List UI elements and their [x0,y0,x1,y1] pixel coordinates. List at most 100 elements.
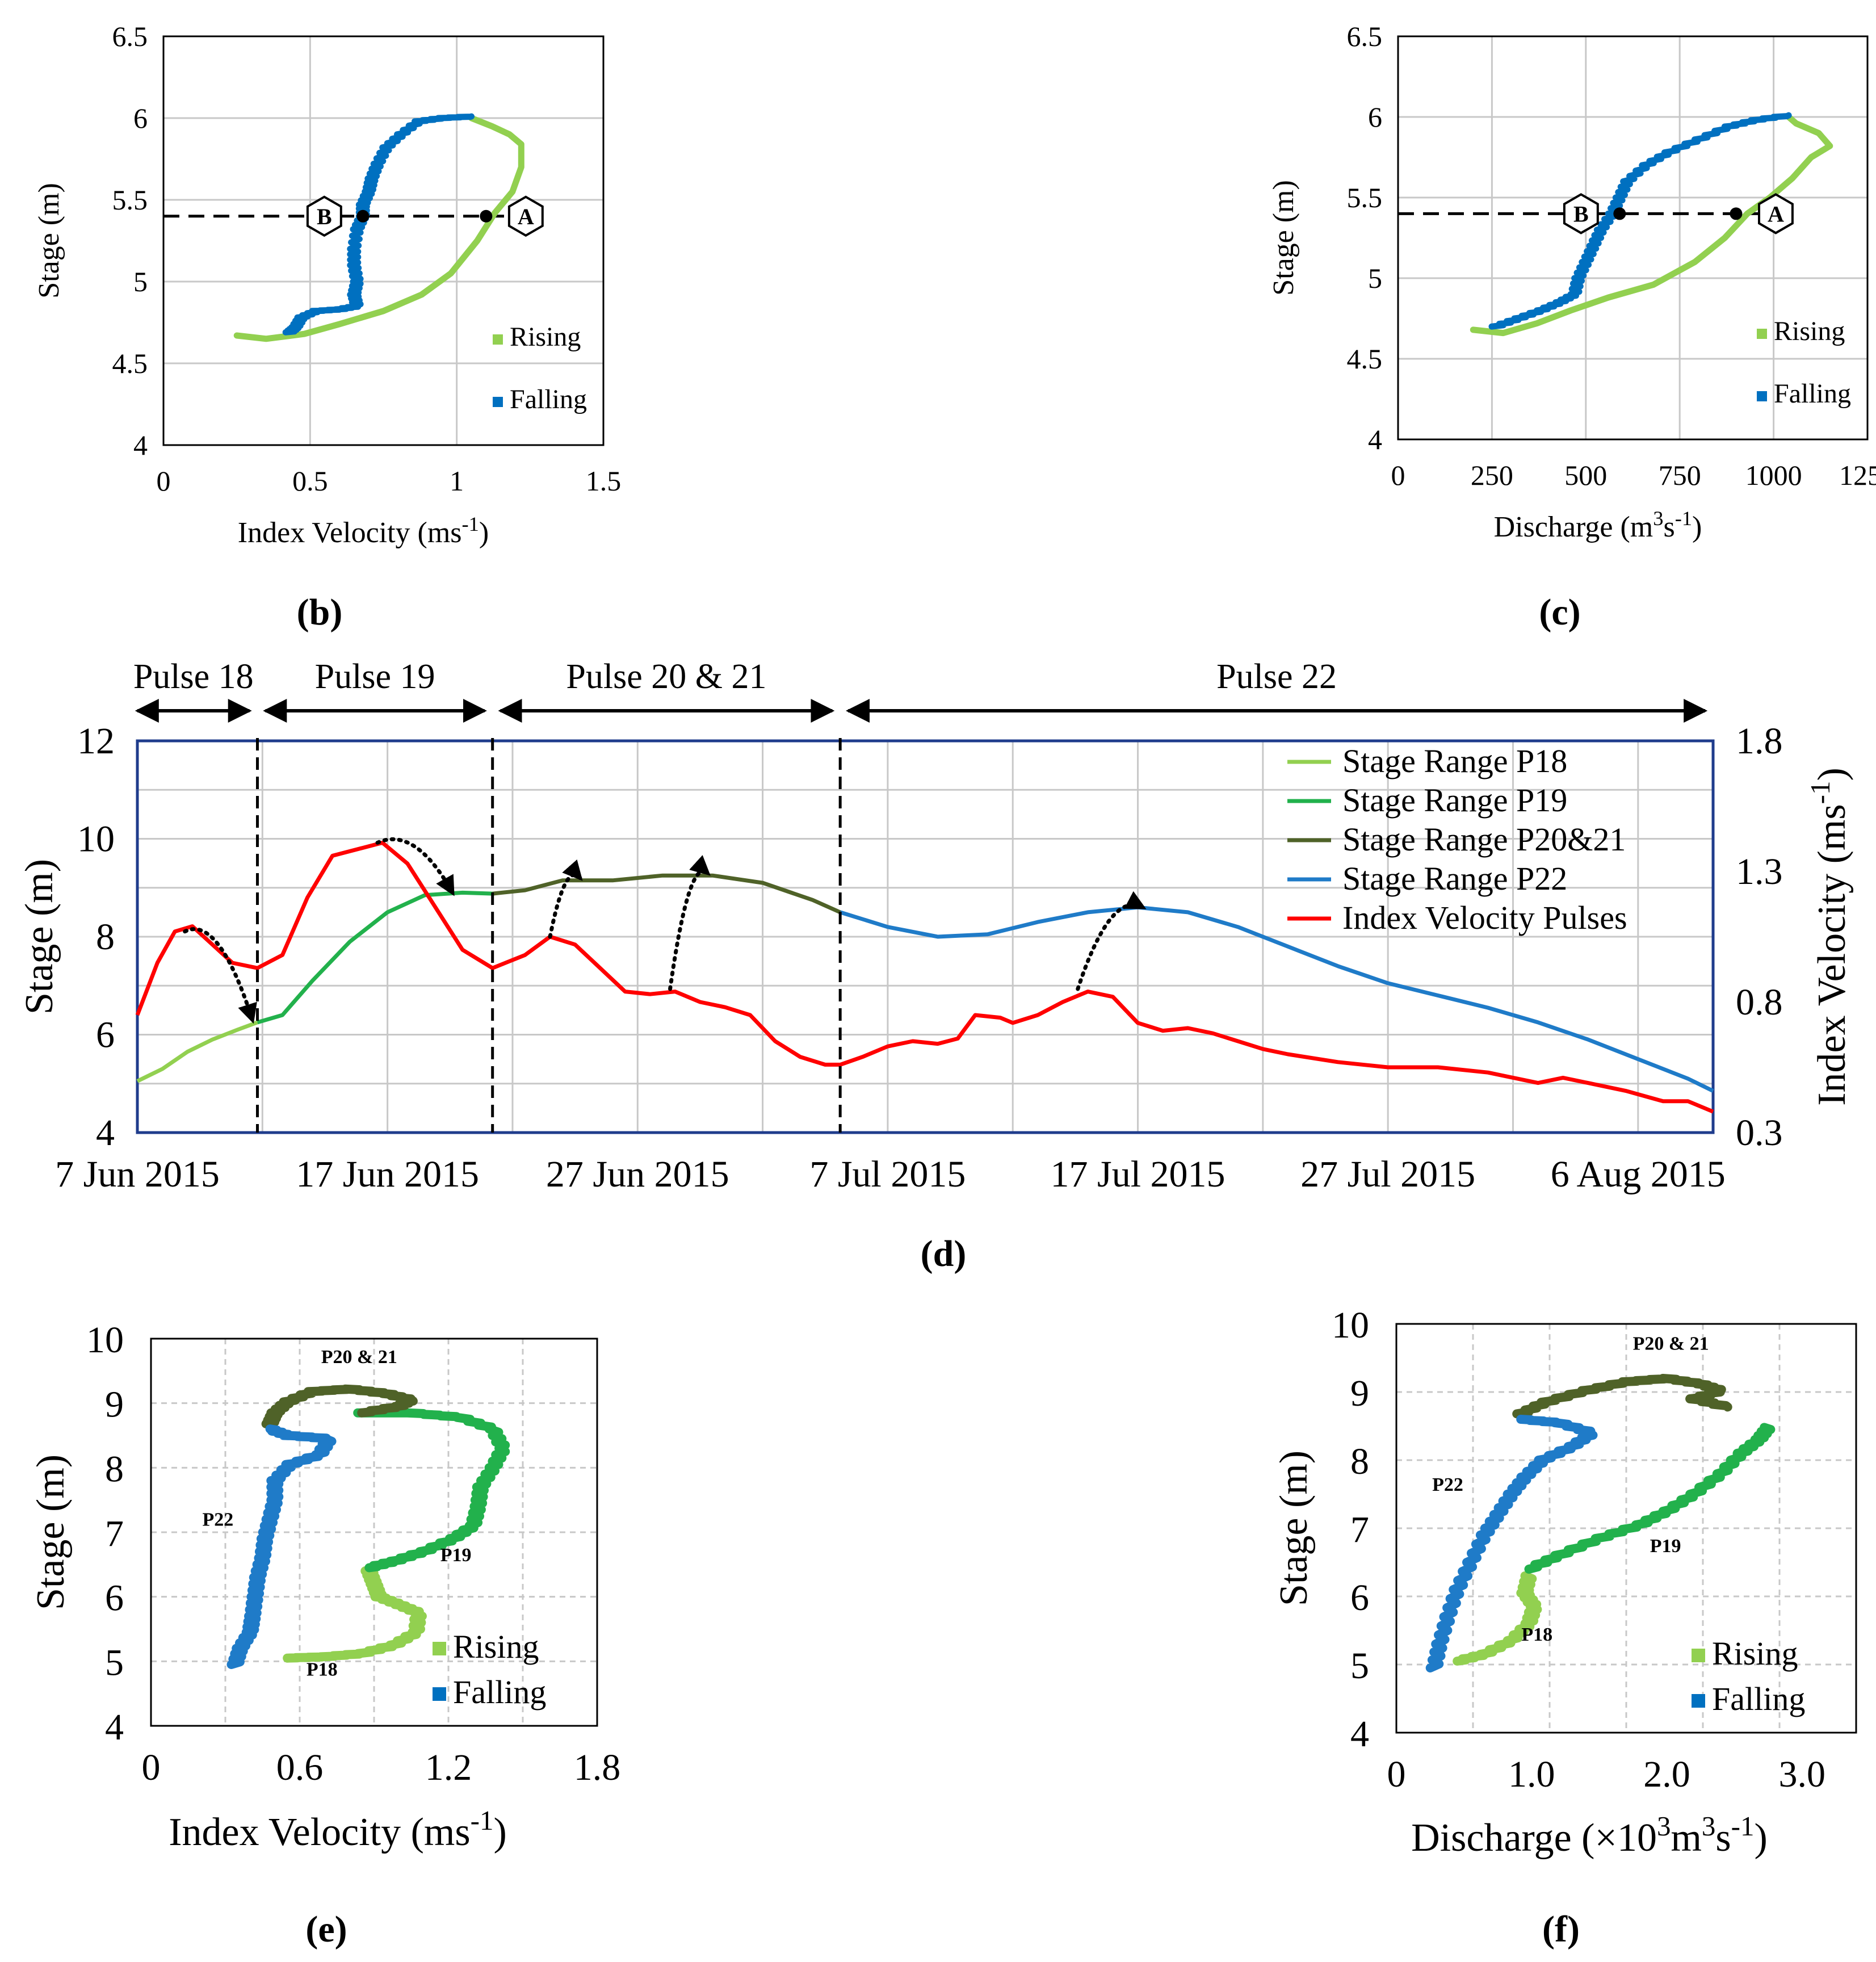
y-tick-label: 6.5 [112,20,148,52]
series-annotation: P20 & 21 [1633,1334,1709,1355]
x-tick-label: 0 [142,1747,161,1788]
marker-point [1730,207,1743,220]
y-tick-label: 6 [133,102,148,134]
legend-label: Index Velocity Pulses [1342,899,1627,936]
x-tick-label: 1.5 [586,465,622,497]
series-line-p19 [353,1408,510,1573]
y-tick-label: 10 [1332,1305,1369,1346]
y-tick-label: 4 [133,429,148,461]
plot-frame [1397,35,1869,441]
x-tick-label: 7 Jun 2015 [55,1154,220,1195]
x-tick-label: 6 Aug 2015 [1551,1154,1726,1195]
y-tick-label: 4 [1368,424,1382,455]
marker-point [1613,207,1626,220]
x-tick-label: 1250 [1839,459,1876,491]
lag-arrow [183,927,257,1024]
lag-arrow [375,837,455,896]
y2-tick-label: 1.8 [1736,720,1783,762]
x-tick-label: 0.6 [276,1747,324,1788]
y-tick-label: 5 [105,1642,124,1683]
y-tick-label: 6.5 [1347,20,1383,52]
x-axis-label: Discharge (m3s-1) [1494,507,1702,543]
plot-frame [1395,1323,1857,1734]
x-tick-label: 0 [1391,459,1405,491]
legend-label: Stage Range P18 [1342,743,1567,779]
y-tick-label: 6 [1350,1577,1369,1619]
series-annotation: P22 [1432,1474,1463,1495]
lag-arrow [548,859,583,939]
panel-f: 0 1.0 2.0 3.0 4 5 6 7 8 9 10 P20 & 21 P22 P19 P18 Risin… [1272,1305,1857,1950]
y-tick-label: 5 [1368,262,1382,294]
legend-label: Falling [453,1674,546,1711]
series-line-stage-range-p20-21 [492,873,841,915]
y-tick-label: 9 [105,1384,124,1426]
x-tick-label: 0.5 [292,465,328,497]
y-tick-label: 9 [1350,1373,1369,1414]
y-tick-label: 4.5 [1347,343,1383,375]
y-tick-label: 8 [1350,1441,1369,1482]
marker-point [480,209,493,223]
legend-label: Falling [1774,379,1851,409]
y-axis-label: Stage (m) [1268,180,1300,296]
y-tick-label: 4 [1350,1713,1369,1755]
legend-label: Stage Range P20&21 [1342,821,1626,858]
series-line-p22 [226,1424,337,1669]
panel-b: 0 0.5 1 1.5 4 4.5 5 5.5 6 6.5 B A Rising Falling Index… [33,20,621,633]
y-tick-label: 4 [96,1112,115,1154]
lag-arrow [668,855,711,991]
series-line-falling [282,113,475,336]
series-annotation: P18 [307,1659,338,1680]
series-line-falling [1488,112,1792,330]
series-annotation: P19 [440,1545,472,1566]
panel-label: (c) [1539,592,1580,633]
x-tick-label: 1.8 [574,1747,621,1788]
y-tick-label: 5.5 [1347,182,1383,213]
x-tick-label: 17 Jun 2015 [296,1154,479,1195]
panel-e: 0 0.6 1.2 1.8 4 5 6 7 8 9 10 P20 & 21 P22 P19 P18 Risin… [29,1319,620,1950]
x-axis-label: Index Velocity (ms-1) [238,513,489,549]
y-tick-label: 8 [105,1448,124,1490]
x-axis-label: Index Velocity (ms-1) [169,1805,507,1855]
legend-label: Falling [510,384,587,414]
y-tick-label: 5 [133,266,148,297]
plot-frame-border [162,35,605,446]
y-tick-label: 4 [105,1707,124,1748]
point-badge [1563,193,1599,234]
series-annotation: P18 [1521,1624,1552,1645]
point-badge [507,195,544,237]
pulse-label: Pulse 19 [315,657,435,696]
panel-label: (d) [921,1233,967,1275]
legend-label: Rising [1712,1635,1798,1672]
legend-label: Stage Range P22 [1342,860,1567,897]
series-line-p20-21 [261,1384,418,1428]
x-tick-label: 750 [1659,459,1701,491]
point-label: A [518,204,534,229]
series-line-stage-range-p19 [257,890,493,1025]
pulse-label: Pulse 22 [1216,657,1337,696]
x-tick-label: 250 [1471,459,1513,491]
point-label: B [1573,201,1589,227]
x-tick-label: 1.2 [425,1747,472,1788]
series-line-p22 [1425,1415,1598,1672]
point-label: A [1768,201,1784,227]
series-annotation: P19 [1650,1536,1681,1557]
legend-swatch [433,1642,446,1655]
series-line-rising [233,115,524,342]
panel-d: 7 Jun 2015 17 Jun 2015 27 Jun 2015 7 Jul 20… [18,657,1854,1275]
x-tick-label: 500 [1564,459,1607,491]
x-tick-label: 27 Jun 2015 [546,1154,729,1195]
marker-point [356,209,370,223]
x-tick-label: 17 Jul 2015 [1051,1154,1226,1195]
plot-frame-border [1397,35,1869,441]
legend-swatch [1692,1649,1705,1662]
panel-label: (f) [1542,1909,1580,1950]
legend-swatch [493,397,503,407]
plot-frame [136,739,1715,1134]
x-tick-label: 27 Jul 2015 [1300,1154,1475,1195]
legend-label: Stage Range P19 [1342,782,1567,819]
series-annotation: P20 & 21 [321,1347,397,1368]
x-tick-label: 1000 [1745,459,1802,491]
y-tick-label: 8 [96,916,115,958]
plot-frame [150,1338,598,1727]
